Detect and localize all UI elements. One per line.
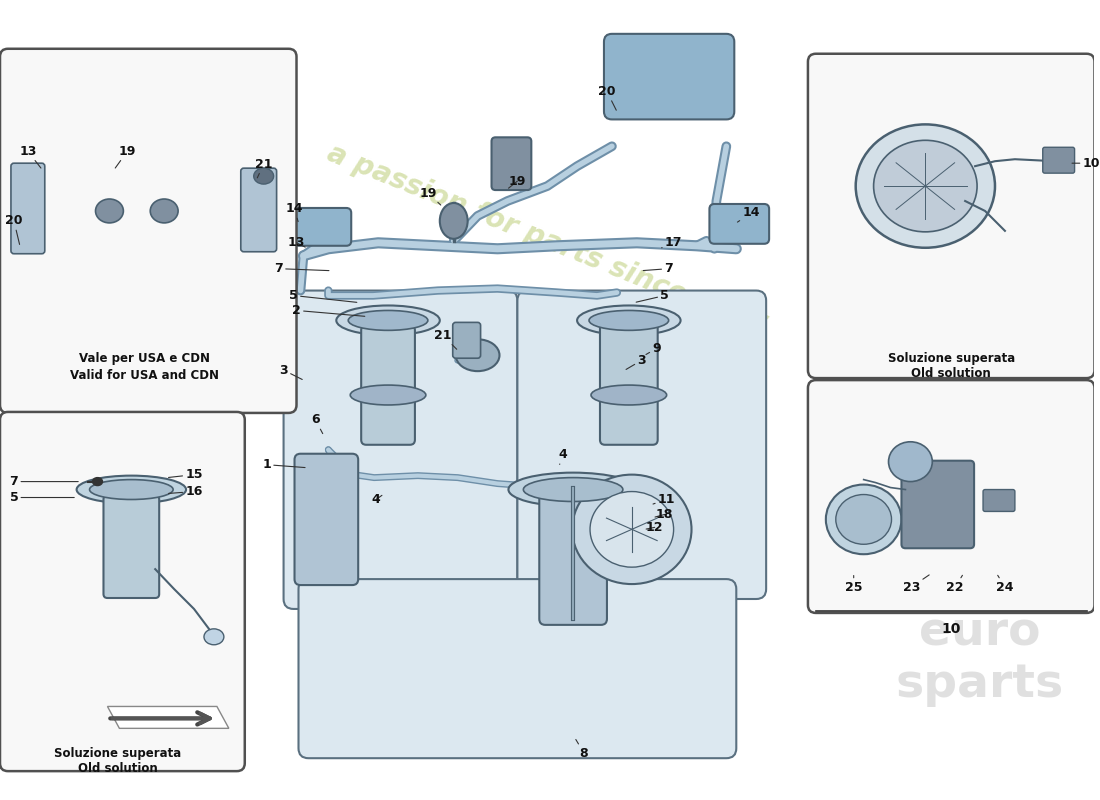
Text: 22: 22 [946, 575, 964, 594]
Text: a passion for parts since 1985: a passion for parts since 1985 [323, 139, 771, 342]
Ellipse shape [856, 124, 996, 248]
FancyBboxPatch shape [539, 494, 607, 625]
Ellipse shape [151, 199, 178, 223]
FancyBboxPatch shape [807, 54, 1094, 378]
Ellipse shape [826, 485, 902, 554]
Text: 5: 5 [636, 289, 669, 302]
Text: Soluzione superata: Soluzione superata [54, 746, 182, 760]
Text: 24: 24 [997, 575, 1014, 594]
FancyBboxPatch shape [241, 168, 276, 252]
FancyBboxPatch shape [1043, 147, 1075, 173]
Text: 14: 14 [286, 202, 304, 222]
Text: 25: 25 [845, 575, 862, 594]
FancyBboxPatch shape [103, 495, 160, 598]
Ellipse shape [77, 476, 186, 503]
Ellipse shape [92, 478, 102, 486]
Ellipse shape [455, 339, 499, 371]
Ellipse shape [590, 491, 673, 567]
Text: 13: 13 [19, 145, 41, 168]
Text: 2: 2 [293, 304, 365, 317]
Text: 21: 21 [434, 329, 456, 350]
Text: 19: 19 [116, 145, 136, 168]
Text: 18: 18 [654, 508, 673, 521]
Ellipse shape [204, 629, 224, 645]
Text: 11: 11 [653, 493, 675, 506]
Text: 15: 15 [168, 468, 202, 481]
Ellipse shape [89, 479, 173, 499]
Text: 20: 20 [598, 85, 616, 110]
Text: euro
sparts: euro sparts [895, 610, 1064, 707]
Ellipse shape [873, 140, 977, 232]
Text: 17: 17 [662, 236, 682, 250]
FancyBboxPatch shape [0, 49, 297, 413]
Text: 20: 20 [6, 214, 23, 245]
Text: 23: 23 [903, 575, 929, 594]
FancyBboxPatch shape [453, 322, 481, 358]
Ellipse shape [96, 199, 123, 223]
FancyBboxPatch shape [492, 138, 531, 190]
Text: Old solution: Old solution [911, 366, 991, 380]
FancyBboxPatch shape [294, 208, 351, 246]
Text: 19: 19 [419, 186, 441, 205]
Ellipse shape [254, 168, 274, 184]
Text: 19: 19 [508, 174, 526, 188]
Ellipse shape [508, 473, 638, 506]
Ellipse shape [578, 306, 681, 335]
FancyBboxPatch shape [807, 380, 1094, 613]
Text: Old solution: Old solution [77, 762, 157, 774]
FancyBboxPatch shape [284, 290, 517, 609]
Text: 10: 10 [942, 622, 961, 636]
FancyBboxPatch shape [710, 204, 769, 244]
Text: 7: 7 [10, 475, 78, 488]
FancyBboxPatch shape [983, 490, 1015, 511]
Ellipse shape [349, 310, 428, 330]
Ellipse shape [337, 306, 440, 335]
FancyBboxPatch shape [243, 173, 290, 203]
Text: 1: 1 [262, 458, 305, 471]
Ellipse shape [591, 385, 667, 405]
Text: 3: 3 [626, 354, 646, 370]
Text: 4: 4 [372, 493, 382, 506]
FancyBboxPatch shape [517, 290, 766, 599]
Text: 9: 9 [646, 342, 661, 354]
Text: 6: 6 [311, 414, 322, 434]
Text: Valid for USA and CDN: Valid for USA and CDN [69, 369, 219, 382]
FancyBboxPatch shape [600, 321, 658, 445]
Ellipse shape [836, 494, 891, 544]
Ellipse shape [440, 203, 467, 239]
FancyBboxPatch shape [11, 163, 45, 254]
Ellipse shape [572, 474, 692, 584]
Text: 5: 5 [289, 289, 356, 302]
Ellipse shape [350, 385, 426, 405]
FancyBboxPatch shape [0, 412, 245, 771]
FancyBboxPatch shape [298, 579, 736, 758]
Ellipse shape [524, 478, 623, 502]
Text: 10: 10 [1072, 157, 1100, 170]
Ellipse shape [588, 310, 669, 330]
Text: 16: 16 [168, 485, 202, 498]
Text: Vale per USA e CDN: Vale per USA e CDN [79, 352, 210, 365]
Text: 3: 3 [279, 364, 302, 379]
Text: 8: 8 [575, 739, 589, 760]
FancyBboxPatch shape [604, 34, 735, 119]
Text: 14: 14 [737, 206, 760, 222]
Text: 5: 5 [10, 491, 74, 504]
Text: 12: 12 [646, 521, 663, 534]
Text: 21: 21 [255, 158, 273, 178]
Text: 4: 4 [559, 448, 568, 464]
Text: 7: 7 [644, 262, 673, 275]
FancyBboxPatch shape [361, 326, 415, 445]
Text: 13: 13 [288, 236, 305, 250]
Ellipse shape [889, 442, 933, 482]
FancyBboxPatch shape [902, 461, 975, 548]
Text: 7: 7 [274, 262, 329, 275]
Polygon shape [108, 706, 229, 728]
Text: Soluzione superata: Soluzione superata [888, 352, 1015, 365]
FancyBboxPatch shape [295, 454, 359, 585]
